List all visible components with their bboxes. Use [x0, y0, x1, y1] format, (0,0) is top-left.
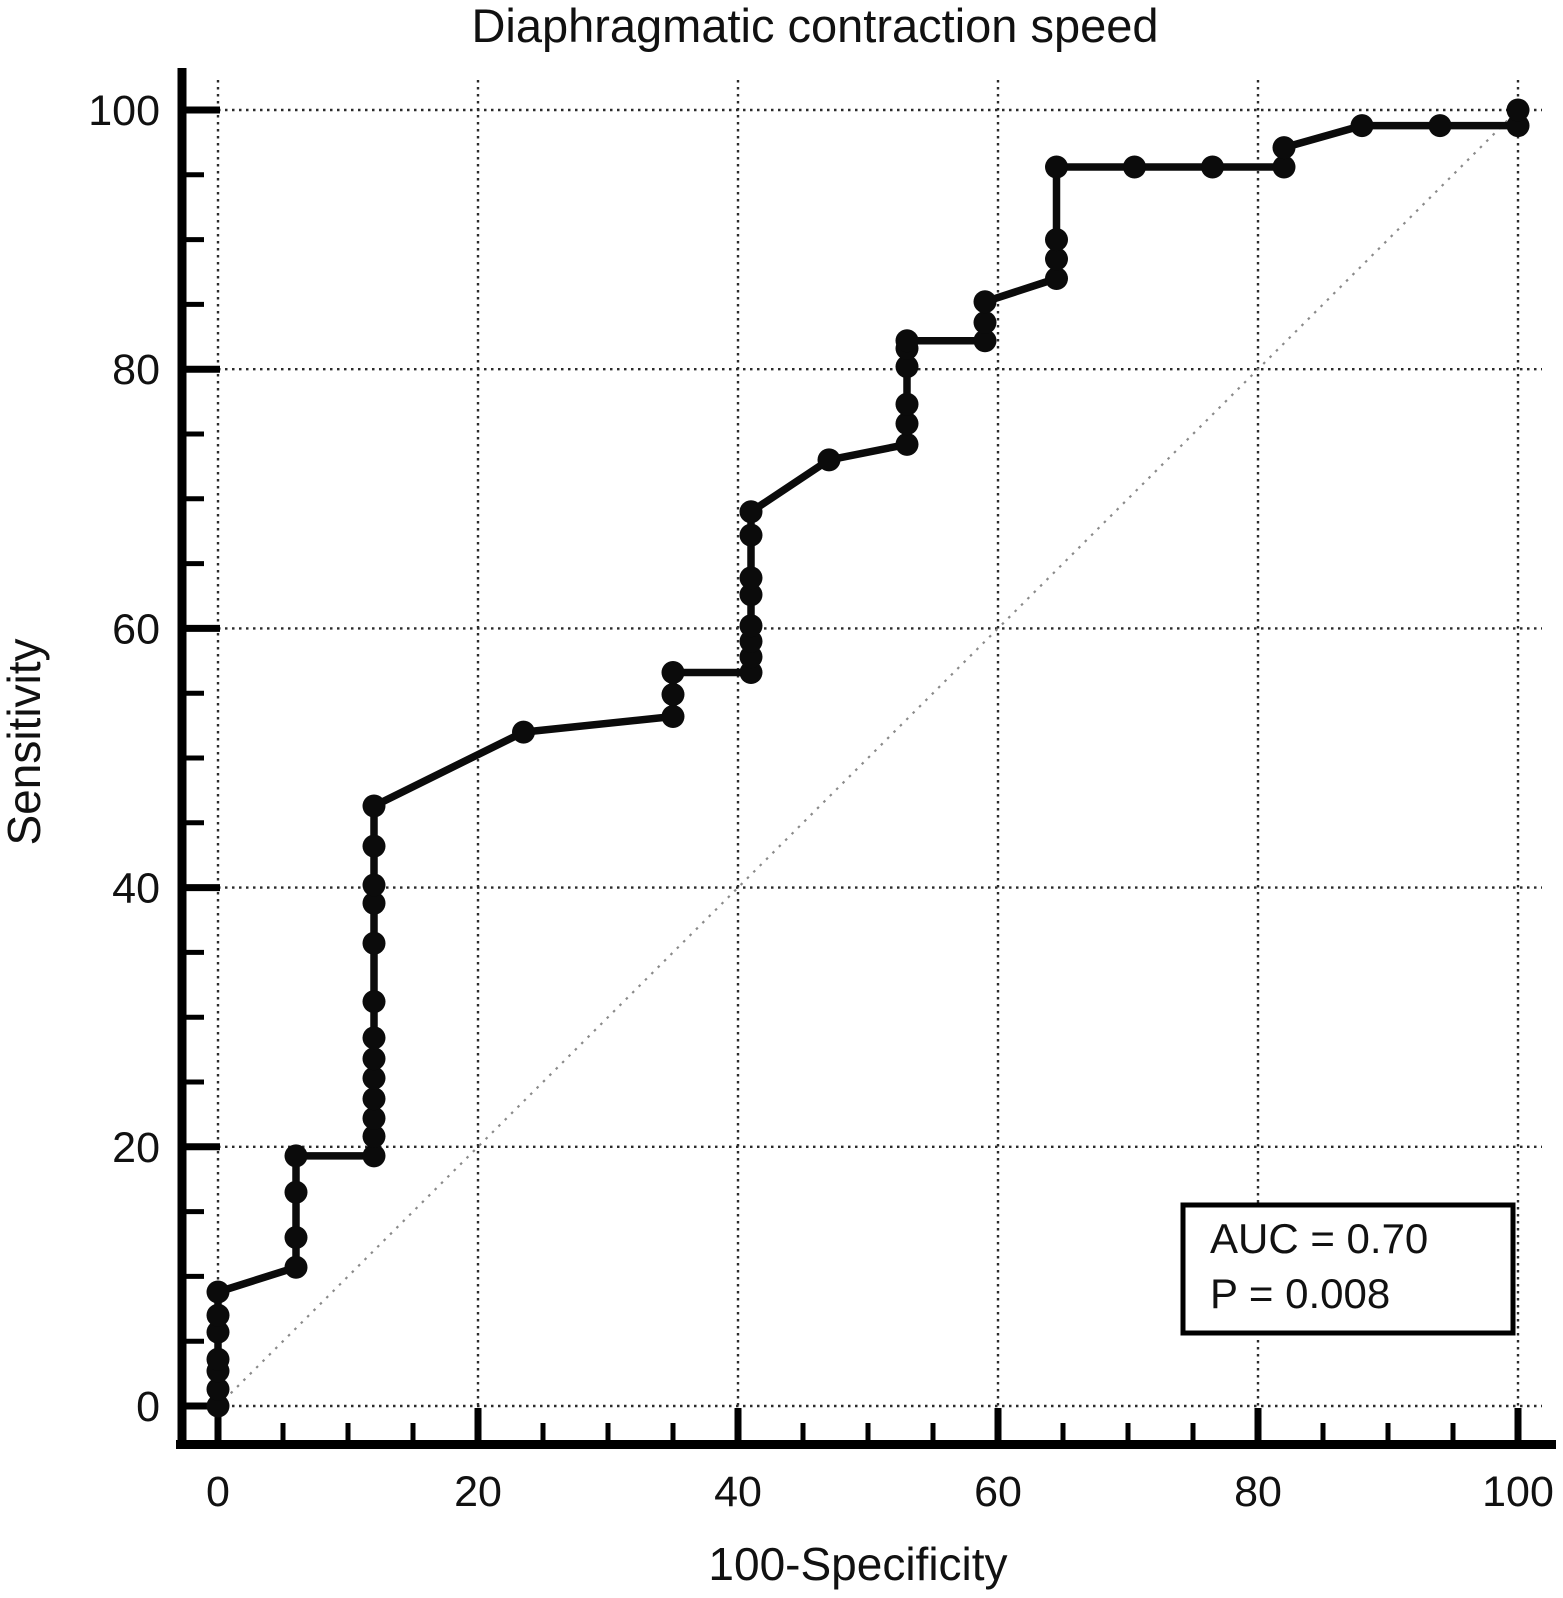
roc-data-point [739, 566, 763, 590]
y-tick-label: 20 [112, 1124, 160, 1172]
roc-data-point [973, 290, 997, 314]
annotation-box-border [1180, 1202, 1516, 1336]
axis-ticks [182, 106, 1522, 1444]
roc-data-point [206, 1394, 230, 1418]
roc-data-point [362, 1106, 386, 1130]
roc-data-point [362, 1047, 386, 1071]
roc-data-point [206, 1280, 230, 1304]
x-axis-label: 100-Specificity [708, 1538, 1007, 1590]
roc-data-point [362, 1026, 386, 1050]
roc-data-point [206, 1303, 230, 1327]
roc-data-point [284, 1226, 308, 1249]
roc-data-point [1506, 98, 1530, 122]
x-tick-label: 20 [454, 1468, 502, 1516]
roc-data-point [362, 1087, 386, 1111]
roc-data-point [1272, 155, 1296, 179]
roc-data-point [739, 583, 763, 607]
x-tick-label: 80 [1234, 1468, 1282, 1516]
roc-data-point [284, 1144, 308, 1168]
y-axis-label: Sensitivity [0, 638, 50, 845]
roc-data-point [661, 683, 685, 706]
roc-data-point [817, 448, 841, 472]
roc-data-point [362, 931, 386, 955]
roc-data-point [1272, 136, 1296, 160]
roc-data-point [284, 1255, 308, 1279]
roc-data-point [206, 1320, 230, 1344]
y-tick-label: 80 [112, 346, 160, 394]
roc-curve-points [206, 98, 1530, 1418]
x-tick-label: 100 [1482, 1468, 1554, 1516]
chart-title: Diaphragmatic contraction speed [471, 0, 1158, 52]
roc-data-point [895, 329, 919, 353]
roc-data-point [739, 523, 763, 547]
roc-data-point [1045, 228, 1068, 252]
y-tick-label: 0 [136, 1383, 160, 1431]
roc-data-point [895, 355, 919, 379]
x-tick-label: 60 [974, 1468, 1022, 1516]
roc-data-point [1045, 155, 1068, 179]
roc-data-point [362, 1124, 386, 1148]
roc-data-point [1045, 247, 1068, 271]
roc-data-point [895, 392, 919, 416]
y-tick-label: 40 [112, 865, 160, 913]
roc-data-point [284, 1180, 308, 1204]
roc-data-point [206, 1347, 230, 1371]
roc-data-point [661, 661, 685, 684]
roc-data-point [206, 1377, 230, 1401]
roc-data-point [362, 990, 386, 1014]
roc-data-point [1045, 267, 1068, 290]
roc-data-point [362, 1144, 386, 1168]
roc-data-point [362, 873, 386, 897]
roc-data-point [362, 1066, 386, 1090]
roc-data-point [1350, 114, 1374, 138]
roc-data-point [895, 432, 919, 456]
roc-data-point [739, 614, 763, 638]
roc-data-point [362, 891, 386, 915]
x-tick-label: 40 [714, 1468, 762, 1516]
roc-data-point [661, 705, 685, 728]
roc-data-point [1428, 114, 1452, 138]
p-value-text: P = 0.008 [1210, 1270, 1390, 1317]
x-tick-labels: 0 20 40 60 80 100 [206, 1468, 1554, 1516]
x-axis-spine [176, 1440, 1556, 1449]
roc-data-point [512, 720, 535, 744]
roc-data-point [362, 834, 386, 858]
roc-data-point [1123, 155, 1146, 179]
roc-data-point [895, 412, 919, 436]
x-tick-label: 0 [206, 1468, 230, 1516]
y-tick-label: 100 [88, 87, 160, 135]
roc-data-point [362, 794, 386, 818]
y-tick-label: 60 [112, 605, 160, 653]
roc-data-point [1201, 155, 1224, 179]
auc-value-text: AUC = 0.70 [1210, 1215, 1428, 1262]
roc-data-point [739, 500, 763, 524]
y-tick-labels: 0 20 40 60 80 100 [88, 87, 160, 1431]
roc-data-point [973, 311, 997, 334]
roc-data-point [973, 329, 997, 353]
annotation-box: AUC = 0.70 P = 0.008 [1180, 1202, 1516, 1336]
